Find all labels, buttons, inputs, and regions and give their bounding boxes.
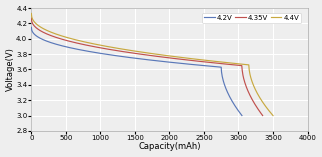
- 4.35V: [261, 115, 265, 116]
- 4.2V: [154, 60, 157, 62]
- 4.2V: [188, 63, 192, 65]
- 4.35V: [204, 61, 207, 63]
- 4.35V: [134, 53, 138, 54]
- 4.2V: [67, 46, 71, 48]
- Line: 4.35V: 4.35V: [31, 18, 263, 116]
- 4.2V: [84, 50, 88, 52]
- 4.35V: [89, 45, 93, 47]
- 4.2V: [29, 26, 33, 28]
- 4.4V: [172, 56, 176, 57]
- Line: 4.2V: 4.2V: [31, 27, 242, 116]
- 4.35V: [184, 59, 188, 61]
- Legend: 4.2V, 4.35V, 4.4V: 4.2V, 4.35V, 4.4V: [202, 13, 301, 23]
- 4.35V: [29, 17, 33, 19]
- 4.4V: [139, 51, 143, 53]
- 4.2V: [240, 115, 244, 116]
- 4.4V: [72, 38, 76, 40]
- X-axis label: Capacity(mAh): Capacity(mAh): [138, 142, 201, 152]
- 4.4V: [91, 43, 95, 45]
- Y-axis label: Voltage(V): Voltage(V): [5, 48, 14, 91]
- 4.4V: [211, 60, 215, 62]
- 4.4V: [191, 58, 194, 60]
- 4.2V: [125, 56, 128, 58]
- Line: 4.4V: 4.4V: [31, 14, 273, 116]
- 4.2V: [170, 62, 174, 63]
- 4.4V: [271, 115, 275, 116]
- 4.35V: [166, 57, 170, 59]
- 4.35V: [70, 41, 74, 43]
- 4.4V: [29, 13, 33, 14]
